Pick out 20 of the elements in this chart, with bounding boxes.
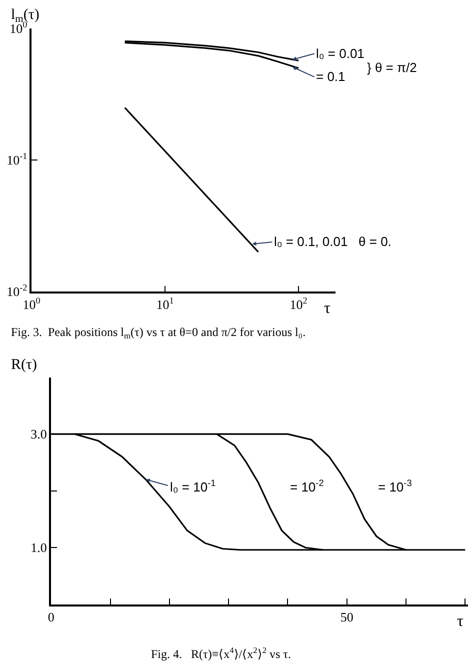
annotation: l₀ = 0.1, 0.01 θ = 0. xyxy=(274,234,392,249)
y-axis-title: R(τ) xyxy=(11,357,38,373)
caption: Fig. 4. R(τ)≡⟨x$^{4}$⟩/⟨x$^{2}$⟩$^{2}$ vs τ. xyxy=(151,646,291,662)
annotation: l₀ = 10$^{-1}$ xyxy=(170,478,216,494)
x-tick-label: 10$^{1}$ xyxy=(156,295,174,312)
y-tick-label: 1.0 xyxy=(30,540,47,556)
annotation: l₀ = 0.01 xyxy=(316,46,364,61)
y-tick-label: 3.0 xyxy=(30,426,47,442)
x-tick-label: 0 xyxy=(48,610,54,625)
annotation: = 10$^{-2}$ xyxy=(290,478,324,494)
text: } θ = π/2 xyxy=(367,60,417,75)
caption: Fig. 3. Peak positions l$_{m}$(τ) vs τ at θ=0 and π/2 for various l₀. xyxy=(11,325,306,341)
x-axis-title: τ xyxy=(324,300,331,317)
y-tick-label: 10$^{-1}$ xyxy=(6,151,28,168)
y-tick-label: 10$^{-2}$ xyxy=(6,282,28,300)
x-tick-label: 50 xyxy=(340,610,354,625)
x-tick-label: 10$^{2}$ xyxy=(290,295,308,312)
annotation: = 10$^{-3}$ xyxy=(378,478,412,494)
x-axis-title: τ xyxy=(457,613,464,630)
annotation: = 0.1 xyxy=(316,69,346,84)
